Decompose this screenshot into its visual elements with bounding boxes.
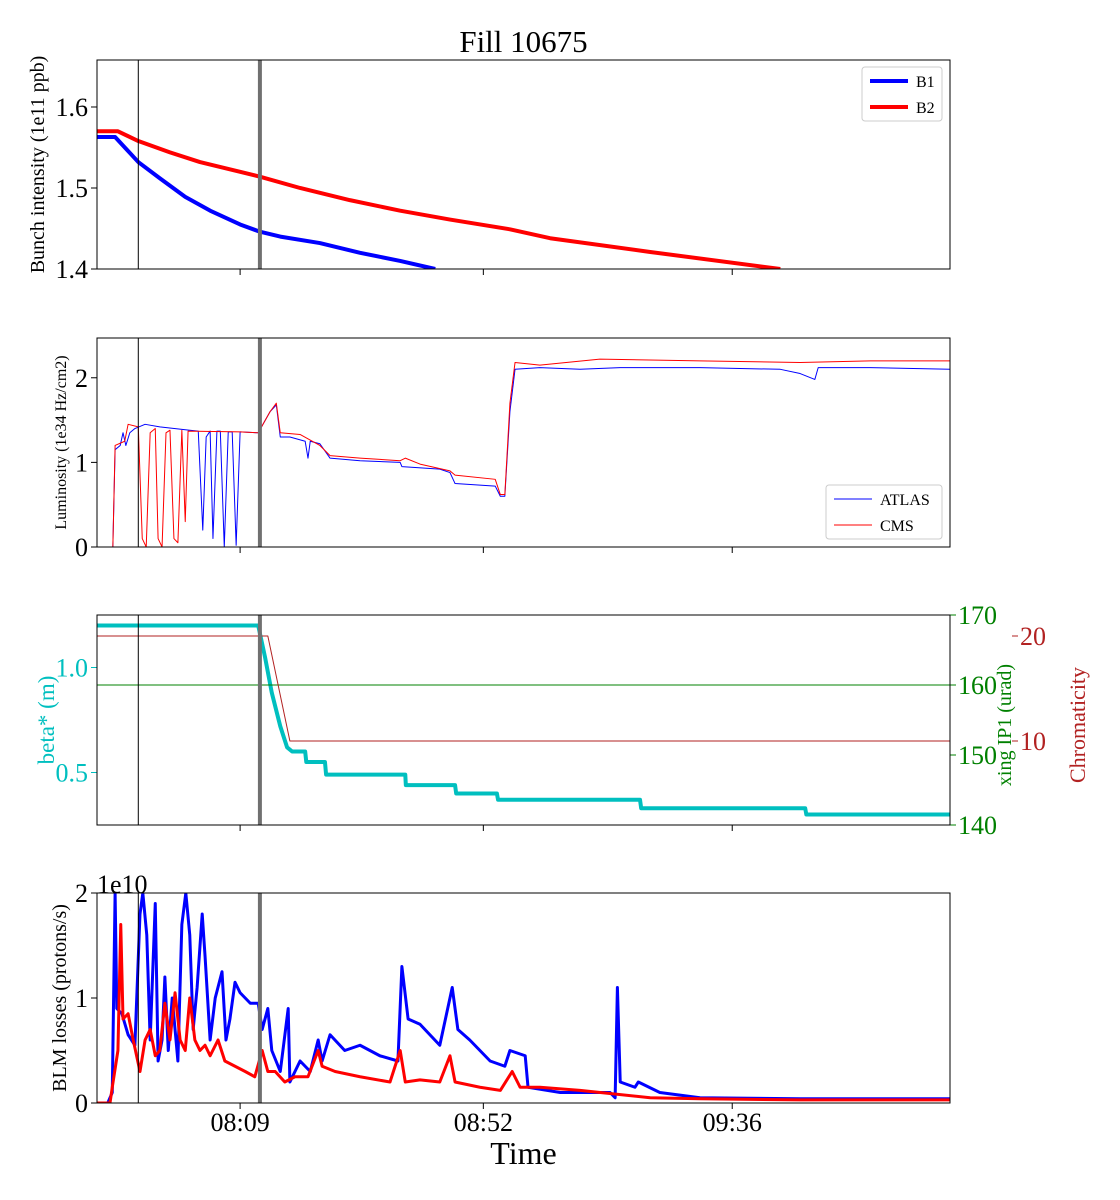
y2-tick-label: 170 xyxy=(958,601,997,630)
y2-tick-label: 150 xyxy=(958,741,997,770)
series-line xyxy=(97,923,950,1103)
y-axis-label: beta* (m) xyxy=(34,676,59,765)
plot-area xyxy=(97,615,950,825)
y-tick-label: 0 xyxy=(75,1089,88,1118)
x-axis-label: Time xyxy=(490,1135,556,1171)
axes-frame xyxy=(96,59,951,270)
plot-area xyxy=(97,338,950,547)
y-tick-label: 2 xyxy=(75,364,88,393)
legend-label: B1 xyxy=(916,74,935,91)
y-tick-label: 1.4 xyxy=(56,255,89,284)
panel: 0 1 2 Luminosity (1e34 Hz/cm2) ATLAS CMS xyxy=(53,337,951,562)
series-line xyxy=(97,635,950,742)
y3-tick-label: 20 xyxy=(1020,622,1046,651)
chart-title: Fill 10675 xyxy=(459,24,587,59)
y-tick-label: 2 xyxy=(75,879,88,908)
y-axis-label: Bunch intensity (1e11 ppb) xyxy=(27,56,49,274)
axes-frame xyxy=(96,892,951,1104)
series-line xyxy=(97,367,950,547)
panel: 0.5 1.0 140 150 160 170 10 20 beta* (m) xing IP1 … xyxy=(34,601,1090,840)
legend-label: B2 xyxy=(916,100,935,117)
axes-frame xyxy=(96,337,951,548)
y-tick-label: 1.5 xyxy=(56,174,89,203)
y-tick-label: 1 xyxy=(75,448,88,477)
y3-axis-label: Chromaticity xyxy=(1065,667,1090,783)
y3-tick-label: 10 xyxy=(1020,727,1046,756)
y-axis-label: Luminosity (1e34 Hz/cm2) xyxy=(53,355,70,529)
y-tick-label: 0.5 xyxy=(56,759,89,788)
plot-area xyxy=(97,60,781,269)
y-tick-label: 1.6 xyxy=(56,93,89,122)
y-tick-label: 1 xyxy=(75,984,88,1013)
plot-area xyxy=(97,893,950,1103)
y-offset-label: 1e10 xyxy=(97,870,148,899)
y2-axis-label: xing IP1 (urad) xyxy=(994,664,1016,786)
x-tick-label: 08:09 xyxy=(210,1108,269,1137)
axes-frame xyxy=(96,614,951,826)
legend-label: ATLAS xyxy=(880,492,930,509)
panel: Fill 10675 1.4 1.5 1.6 Bunch intensity (1e11… xyxy=(27,24,951,284)
series-line xyxy=(97,623,950,817)
series-line xyxy=(97,358,950,547)
x-tick-label: 08:52 xyxy=(454,1108,513,1137)
y2-tick-label: 140 xyxy=(958,811,997,840)
y2-tick-label: 160 xyxy=(958,671,997,700)
series-line xyxy=(97,129,781,269)
series-line xyxy=(97,134,436,269)
y-tick-label: 1.0 xyxy=(56,654,89,683)
y-tick-label: 0 xyxy=(75,533,88,562)
legend-label: CMS xyxy=(880,518,914,535)
series-line xyxy=(97,893,950,1103)
x-tick-label: 09:36 xyxy=(703,1108,762,1137)
y-axis-label: BLM losses (protons/s) xyxy=(49,904,71,1092)
